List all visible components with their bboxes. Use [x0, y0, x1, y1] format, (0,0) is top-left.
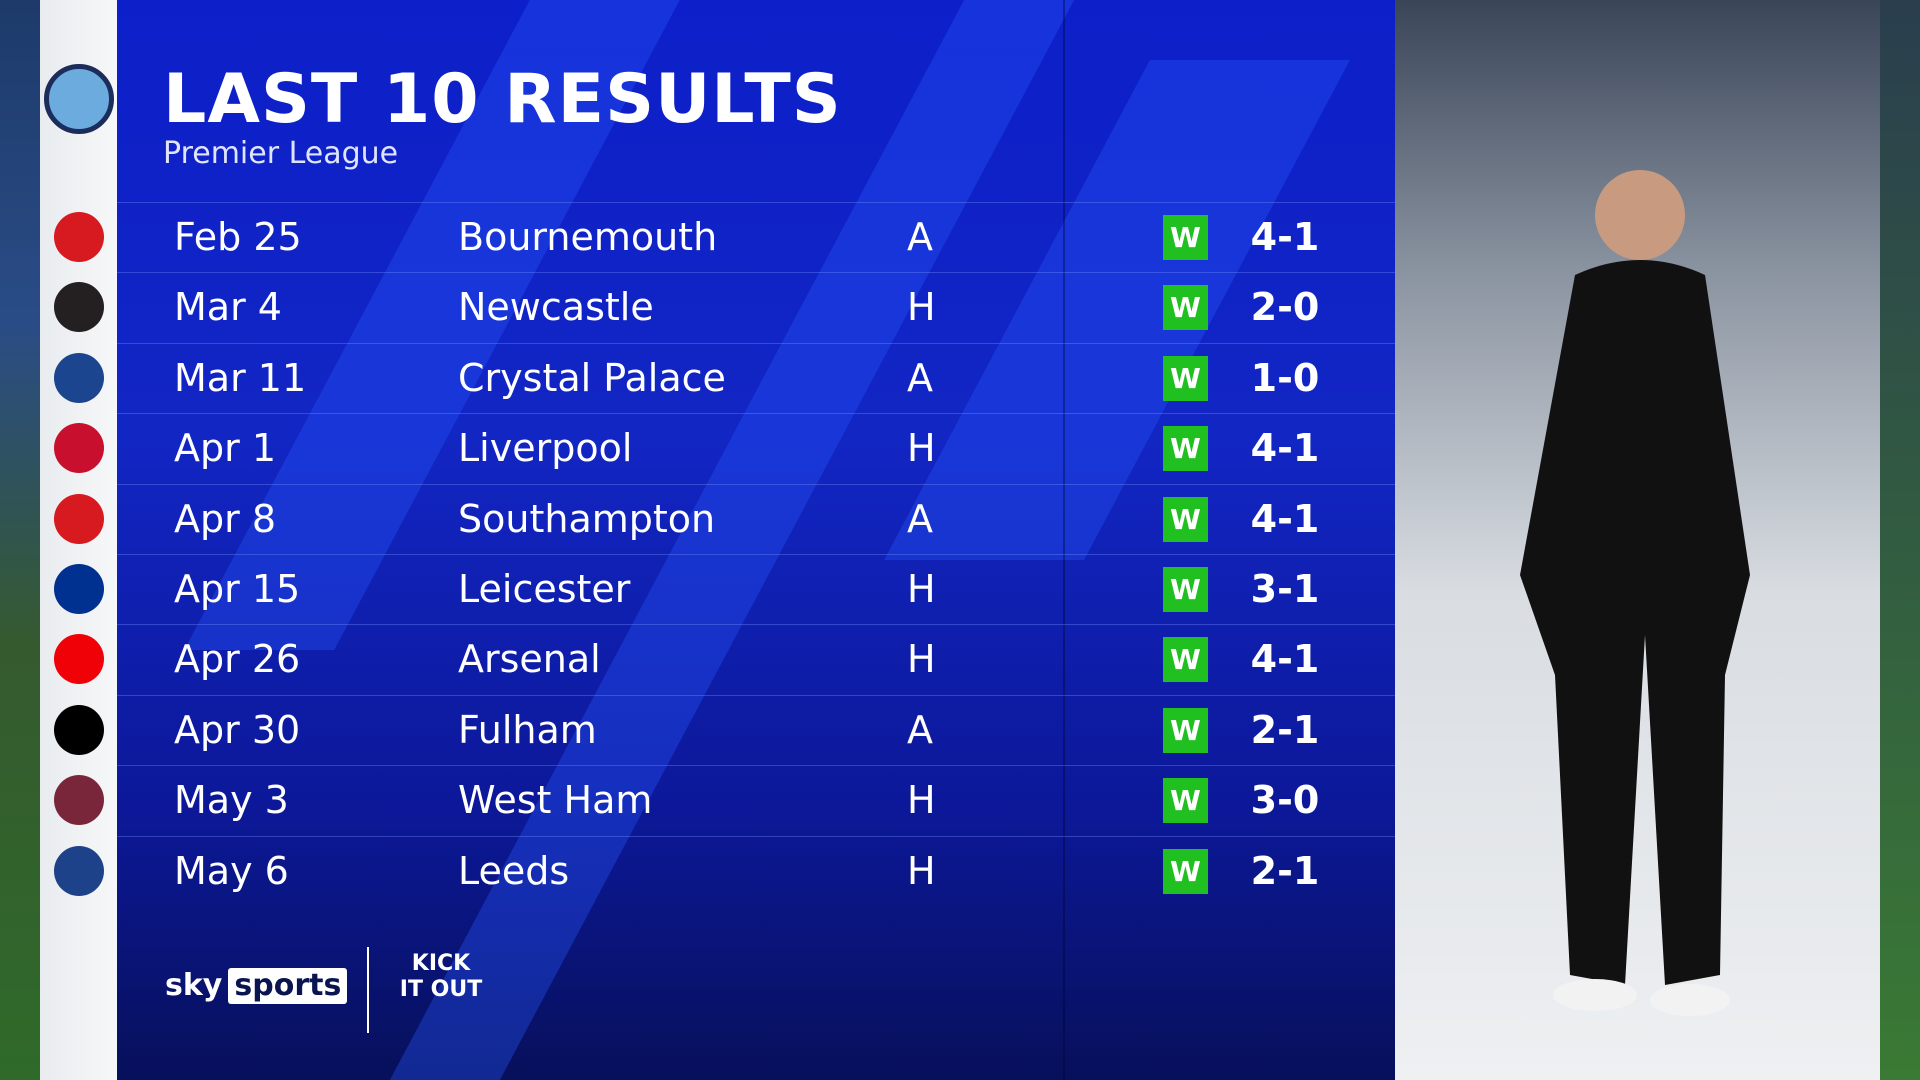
match-date: Apr 1 [174, 426, 276, 471]
opponent-crest-icon [54, 704, 104, 755]
match-date: Feb 25 [174, 215, 302, 259]
match-date: May 3 [174, 778, 289, 823]
venue: A [907, 496, 933, 541]
venue: H [907, 778, 936, 823]
competition-subtitle: Premier League [163, 136, 399, 171]
sky-sports-logo: sky sports [165, 968, 348, 1004]
manchester-city-crest-icon [44, 64, 114, 134]
venue: H [907, 567, 936, 611]
result-row: Mar 11 Crystal Palace A W 1-0 [117, 342, 1395, 413]
result-badge: W [1163, 848, 1208, 894]
result-row: Apr 1 Liverpool H W 4-1 [117, 413, 1395, 483]
result-row: Apr 8 Southampton A W 4-1 [117, 483, 1395, 554]
manager-figure [1520, 170, 1750, 1016]
opponent-name: Crystal Palace [458, 355, 726, 400]
stadium-background-left [0, 0, 40, 1080]
opponent-crest-icon [54, 423, 104, 474]
result-badge: W [1163, 426, 1208, 472]
divider-line [1063, 0, 1065, 1080]
opponent-name: Newcastle [458, 285, 654, 330]
logo-divider [367, 947, 369, 1033]
match-date: Mar 4 [174, 285, 282, 330]
score: 2-1 [1250, 707, 1320, 752]
venue: H [907, 285, 936, 330]
score: 2-0 [1250, 285, 1320, 330]
stadium-background-right [1880, 0, 1920, 1080]
match-date: May 6 [174, 848, 289, 893]
opponent-name: Arsenal [458, 637, 601, 682]
opponent-name: Liverpool [458, 426, 633, 471]
match-date: Mar 11 [174, 355, 307, 400]
match-date: Apr 8 [174, 496, 276, 541]
result-badge: W [1163, 567, 1208, 612]
result-row: Apr 30 Fulham A W 2-1 [117, 694, 1395, 765]
score: 3-1 [1250, 567, 1320, 611]
result-badge: W [1163, 215, 1208, 260]
result-row: Feb 25 Bournemouth A W 4-1 [117, 202, 1395, 272]
sky-text: sky [165, 968, 223, 1003]
score: 4-1 [1250, 426, 1320, 471]
result-badge: W [1163, 778, 1208, 824]
match-date: Apr 30 [174, 707, 301, 752]
opponent-crest-icon [54, 564, 104, 614]
opponent-crest-icon [54, 775, 104, 826]
result-row: Apr 26 Arsenal H W 4-1 [117, 624, 1395, 694]
opponent-name: Bournemouth [458, 215, 718, 259]
result-row: May 3 West Ham H W 3-0 [117, 765, 1395, 835]
score: 4-1 [1250, 637, 1320, 682]
result-badge: W [1163, 496, 1208, 542]
venue: H [907, 848, 936, 893]
opponent-name: Leeds [458, 848, 570, 893]
opponent-name: West Ham [458, 778, 653, 823]
result-badge: W [1163, 355, 1208, 401]
opponent-crest-icon [54, 493, 104, 544]
kick-it-out-logo: KICK IT OUT [399, 951, 483, 1002]
opponent-crest-icon [54, 282, 104, 333]
manager-photo [1395, 0, 1880, 1080]
score: 2-1 [1250, 848, 1320, 893]
sports-text: sports [228, 968, 348, 1004]
venue: H [907, 426, 936, 471]
venue: H [907, 637, 936, 682]
result-badge: W [1163, 285, 1208, 331]
opponent-crest-icon [54, 212, 104, 262]
score: 1-0 [1250, 355, 1320, 400]
result-badge: W [1163, 707, 1208, 753]
page-title: LAST 10 RESULTS [163, 60, 842, 139]
venue: A [907, 215, 933, 259]
score: 4-1 [1250, 496, 1320, 541]
venue: A [907, 707, 933, 752]
opponent-name: Leicester [458, 567, 631, 611]
match-date: Apr 15 [174, 567, 301, 611]
venue: A [907, 355, 933, 400]
opponent-crest-icon [54, 352, 104, 403]
result-badge: W [1163, 637, 1208, 683]
score: 4-1 [1250, 215, 1320, 259]
result-row: Mar 4 Newcastle H W 2-0 [117, 272, 1395, 342]
opponent-crest-icon [54, 845, 104, 896]
opponent-name: Fulham [458, 707, 597, 752]
opponent-name: Southampton [458, 496, 716, 541]
result-row: May 6 Leeds H W 2-1 [117, 835, 1395, 906]
result-row: Apr 15 Leicester H W 3-1 [117, 554, 1395, 624]
score: 3-0 [1250, 778, 1320, 823]
opponent-crest-icon [54, 634, 104, 685]
match-date: Apr 26 [174, 637, 301, 682]
